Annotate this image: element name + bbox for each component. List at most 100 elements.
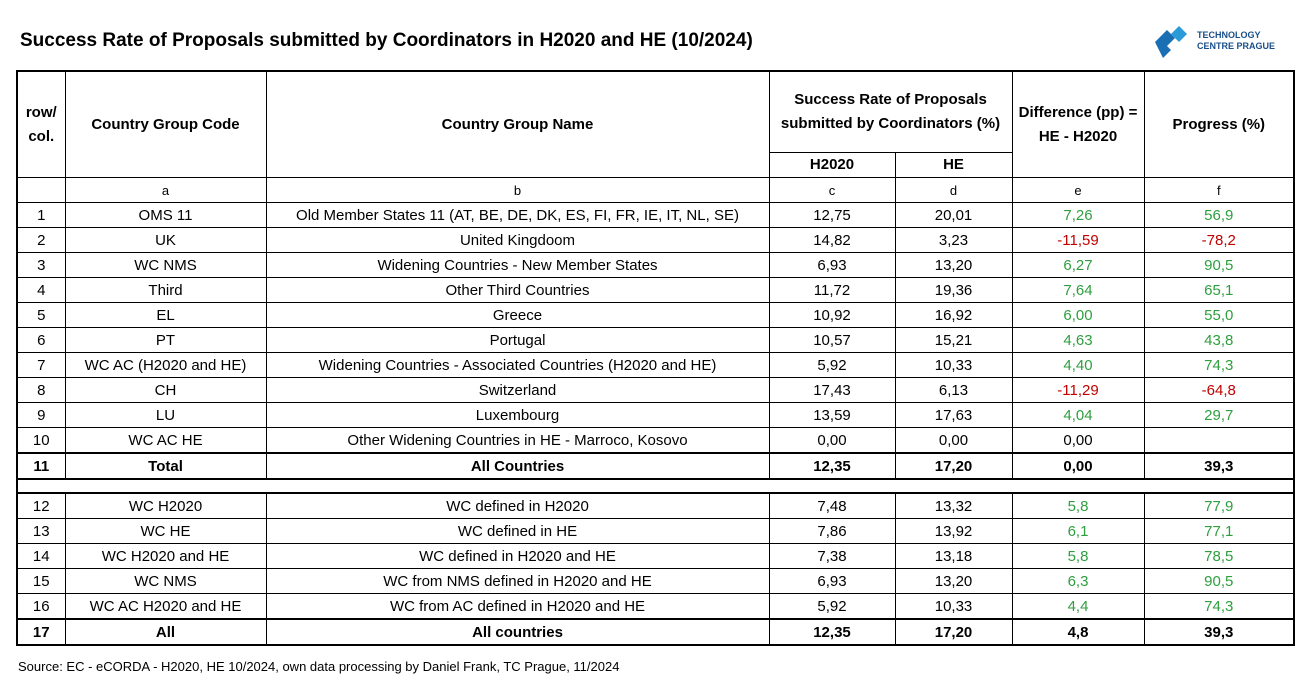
cell: 77,1 — [1143, 518, 1295, 544]
column-header: row/ col. — [16, 70, 66, 178]
cell: EL — [64, 302, 267, 328]
cell: 1 — [16, 202, 66, 228]
cell: 39,3 — [1143, 452, 1295, 480]
cell: 78,5 — [1143, 543, 1295, 569]
column-header: Country Group Code — [64, 70, 267, 178]
cell: 5,8 — [1011, 543, 1145, 569]
cell: WC AC H2020 and HE — [64, 593, 267, 620]
cell — [17, 478, 1295, 494]
cell: 3,23 — [894, 227, 1013, 253]
cell: Third — [64, 277, 267, 303]
cell: Total — [64, 452, 267, 480]
cell: 90,5 — [1143, 252, 1295, 278]
cell: Switzerland — [265, 377, 770, 403]
logo-text: CENTRE PRAGUE — [1197, 41, 1275, 51]
cell: 2 — [16, 227, 66, 253]
cell: 3 — [16, 252, 66, 278]
data-row: 7 WC AC (H2020 and HE) Widening Countries … — [16, 352, 1295, 378]
cell: WC defined in H2020 and HE — [265, 543, 770, 569]
separator-row — [17, 478, 1295, 494]
cell: -78,2 — [1143, 227, 1295, 253]
cell: 12,75 — [768, 202, 896, 228]
data-row: 15 WC NMS WC from NMS defined in H2020 and… — [16, 568, 1295, 594]
cell: 8 — [16, 377, 66, 403]
cell: 6 — [16, 327, 66, 353]
column-letter: a — [64, 177, 267, 203]
cell: 7 — [16, 352, 66, 378]
cell: WC from AC defined in H2020 and HE — [265, 593, 770, 620]
cell: 6,3 — [1011, 568, 1145, 594]
cell: Other Widening Countries in HE - Marroco… — [265, 427, 770, 454]
cell: 6,13 — [894, 377, 1013, 403]
data-row: 9 LU Luxembourg 13,59 17,63 4,04 29,7 — [16, 402, 1295, 428]
cell: 15,21 — [894, 327, 1013, 353]
cell: 17,20 — [894, 618, 1013, 646]
cell: 13 — [16, 518, 66, 544]
cell: WC AC HE — [64, 427, 267, 454]
cell: 77,9 — [1143, 492, 1295, 519]
cell: -64,8 — [1143, 377, 1295, 403]
cell: Greece — [265, 302, 770, 328]
cell: 5,92 — [768, 593, 896, 620]
cell: -11,29 — [1011, 377, 1145, 403]
column-header: Country Group Name — [265, 70, 770, 178]
cell: 0,00 — [768, 427, 896, 454]
cell: OMS 11 — [64, 202, 267, 228]
cell: 10 — [16, 427, 66, 454]
cell: 6,93 — [768, 568, 896, 594]
cell: 9 — [16, 402, 66, 428]
cell: Portugal — [265, 327, 770, 353]
cell: Other Third Countries — [265, 277, 770, 303]
cell: United Kingdoom — [265, 227, 770, 253]
data-row: 4 Third Other Third Countries 11,72 19,36 7,6… — [16, 277, 1295, 303]
cell: 4,8 — [1011, 618, 1145, 646]
data-row: 2 UK United Kingdoom 14,82 3,23 -11,59 -78,2 — [16, 227, 1295, 253]
cell: WC defined in H2020 — [265, 492, 770, 519]
cell: 55,0 — [1143, 302, 1295, 328]
cell: 74,3 — [1143, 593, 1295, 620]
cell: 7,64 — [1011, 277, 1145, 303]
cell: 4,04 — [1011, 402, 1145, 428]
cell: 65,1 — [1143, 277, 1295, 303]
cell: All — [64, 618, 267, 646]
data-row: 12 WC H2020 WC defined in H2020 7,48 13,32 5,… — [16, 492, 1295, 519]
cell: 6,93 — [768, 252, 896, 278]
cell: 7,26 — [1011, 202, 1145, 228]
cell: WC from NMS defined in H2020 and HE — [265, 568, 770, 594]
logo-text: TECHNOLOGY — [1197, 30, 1261, 40]
data-row: 16 WC AC H2020 and HE WC from AC defined i… — [16, 593, 1295, 620]
cell: All Countries — [265, 452, 770, 480]
cell: 7,38 — [768, 543, 896, 569]
cell: WC HE — [64, 518, 267, 544]
column-header: Progress (%) — [1143, 70, 1295, 178]
cell: 13,32 — [894, 492, 1013, 519]
cell: 5 — [16, 302, 66, 328]
cell: 11 — [16, 452, 66, 480]
cell: 5,92 — [768, 352, 896, 378]
cell: 17,63 — [894, 402, 1013, 428]
column-header: HE — [894, 152, 1013, 178]
cell: 14,82 — [768, 227, 896, 253]
cell: 7,48 — [768, 492, 896, 519]
cell: 6,00 — [1011, 302, 1145, 328]
cell: 0,00 — [1011, 452, 1145, 480]
cell: 0,00 — [1011, 427, 1145, 454]
column-header: Difference (pp) = HE - H2020 — [1011, 70, 1145, 178]
data-row: 3 WC NMS Widening Countries - New Member S… — [16, 252, 1295, 278]
cell: 17 — [16, 618, 66, 646]
cell: 4,4 — [1011, 593, 1145, 620]
column-header: Success Rate of Proposals submitted by C… — [768, 70, 1013, 153]
cell: 5,8 — [1011, 492, 1145, 519]
cell: 17,20 — [894, 452, 1013, 480]
cell: 16 — [16, 593, 66, 620]
cell: 13,20 — [894, 252, 1013, 278]
data-row: 11 Total All Countries 12,35 17,20 0,00 39,3 — [16, 452, 1295, 480]
source-note: Source: EC - eCORDA - H2020, HE 10/2024,… — [18, 659, 620, 674]
cell: 10,33 — [894, 593, 1013, 620]
cell: 14 — [16, 543, 66, 569]
cell: 6,1 — [1011, 518, 1145, 544]
cell: WC H2020 — [64, 492, 267, 519]
cell: 4 — [16, 277, 66, 303]
cell: 10,33 — [894, 352, 1013, 378]
cell: 10,92 — [768, 302, 896, 328]
